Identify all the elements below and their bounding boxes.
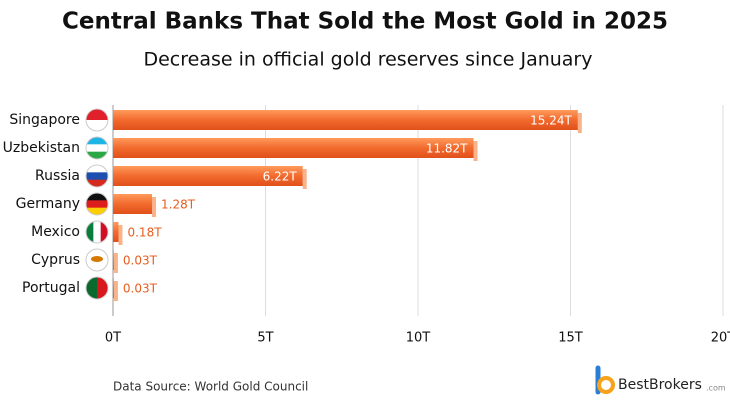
value-label: 0.03T bbox=[123, 282, 158, 296]
bar bbox=[113, 250, 114, 270]
flag-stripe bbox=[86, 193, 108, 201]
bar bbox=[113, 222, 119, 242]
flag-stripe bbox=[86, 109, 108, 121]
flag-stripe bbox=[86, 137, 108, 145]
flag-stripe bbox=[86, 144, 108, 153]
bar-side bbox=[152, 197, 157, 217]
flag-border bbox=[85, 248, 109, 272]
flag-stripe bbox=[86, 165, 108, 173]
y-tick-label: Singapore bbox=[9, 112, 80, 128]
bar-side bbox=[118, 225, 123, 245]
x-tick-label: 10T bbox=[406, 331, 431, 346]
bar-side bbox=[113, 281, 118, 301]
flag-stripe bbox=[86, 277, 98, 299]
flag-stripe bbox=[86, 151, 108, 159]
value-label: 11.82T bbox=[426, 142, 468, 156]
x-tick-label: 20T bbox=[711, 331, 730, 346]
bar-side bbox=[302, 169, 307, 189]
y-tick-label: Cyprus bbox=[31, 252, 80, 268]
value-label: 6.22T bbox=[263, 170, 298, 184]
bar-side bbox=[113, 253, 118, 273]
flag-border bbox=[85, 108, 109, 132]
flag-border bbox=[85, 164, 109, 188]
y-tick-label: Russia bbox=[35, 168, 80, 184]
value-label: 0.18T bbox=[127, 226, 162, 240]
flag-stripe bbox=[86, 207, 108, 215]
value-label: 15.24T bbox=[530, 114, 572, 128]
flag-stripe bbox=[86, 179, 108, 187]
y-tick-label: Mexico bbox=[31, 224, 80, 240]
brand: BestBrokers bbox=[618, 377, 702, 393]
y-tick-label: Germany bbox=[16, 196, 80, 212]
y-tick-label: Uzbekistan bbox=[3, 140, 80, 156]
bar bbox=[113, 278, 114, 298]
bar bbox=[113, 110, 578, 130]
flag-stripe bbox=[97, 277, 108, 299]
chart-subtitle: Decrease in official gold reserves since… bbox=[143, 49, 592, 71]
value-label: 0.03T bbox=[123, 254, 158, 268]
flag-stripe bbox=[86, 120, 108, 131]
x-tick-label: 0T bbox=[105, 331, 121, 346]
flag-border bbox=[85, 276, 109, 300]
flag-stripe bbox=[86, 260, 108, 271]
flag-border bbox=[85, 136, 109, 160]
flag-stripe bbox=[93, 221, 102, 243]
flag-stripe bbox=[86, 172, 108, 181]
flag-stripe bbox=[100, 221, 108, 243]
bar bbox=[113, 138, 474, 158]
bar bbox=[113, 194, 153, 214]
brand-suffix: .com bbox=[706, 384, 726, 393]
flag-border bbox=[85, 220, 109, 244]
y-tick-label: Portugal bbox=[22, 280, 80, 296]
value-label: 1.28T bbox=[161, 198, 196, 212]
bar bbox=[113, 166, 303, 186]
flag-border bbox=[85, 192, 109, 216]
bar-side bbox=[577, 113, 582, 133]
x-tick-label: 15T bbox=[558, 331, 583, 346]
flag-stripe bbox=[86, 221, 94, 243]
flag-stripe bbox=[86, 249, 108, 261]
brand-logo bbox=[595, 365, 615, 395]
x-tick-label: 5T bbox=[257, 331, 273, 346]
flag-detail bbox=[91, 256, 103, 262]
bar-side bbox=[473, 141, 478, 161]
flag-stripe bbox=[86, 200, 108, 209]
source: Data Source: World Gold Council bbox=[113, 380, 308, 394]
chart-title: Central Banks That Sold the Most Gold in… bbox=[62, 9, 668, 35]
